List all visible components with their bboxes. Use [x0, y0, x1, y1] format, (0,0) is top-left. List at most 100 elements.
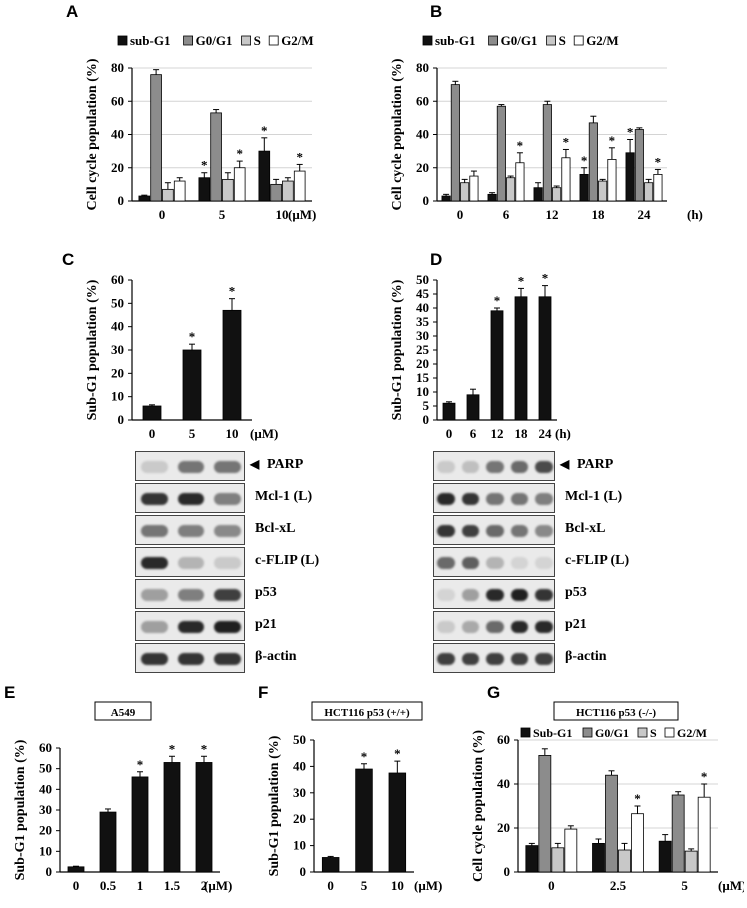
x-tick-label: 18	[515, 426, 529, 441]
bar-sub-g1	[222, 309, 242, 421]
blot-band	[437, 461, 455, 473]
bar-sub-g1	[99, 811, 117, 873]
blot-label: Bcl-xL	[255, 521, 296, 536]
y-tick-label: 50	[111, 295, 124, 310]
arrow-icon: ◀	[560, 457, 570, 471]
blot-band	[486, 461, 504, 473]
blot-label: PARP	[577, 457, 614, 472]
y-tick-label: 50	[293, 732, 306, 747]
blot-label: p21	[255, 617, 277, 632]
blot-band	[177, 589, 205, 601]
y-tick-label: 40	[111, 319, 124, 334]
blot-band	[437, 493, 455, 505]
blot-band	[177, 653, 205, 665]
y-tick-label: 0	[300, 864, 307, 879]
blot-label: c-FLIP (L)	[565, 553, 630, 568]
y-axis-label: Sub-G1 population (%)	[390, 279, 405, 420]
blot-band	[437, 525, 455, 537]
significance-star: *	[189, 329, 196, 344]
y-tick-label: 40	[111, 127, 124, 142]
y-tick-label: 10	[39, 843, 52, 858]
title-box	[553, 701, 679, 721]
blot-band	[141, 525, 168, 537]
significance-star: *	[627, 124, 634, 139]
x-tick-label: 5	[361, 878, 368, 893]
x-unit-label: (μM)	[414, 878, 442, 893]
legend-swatch	[520, 727, 531, 738]
blot-band	[214, 653, 241, 665]
bar-sub-g1	[67, 866, 85, 873]
blot-band	[510, 621, 529, 633]
x-tick-label: 24	[539, 426, 553, 441]
legend-label: G2/M	[281, 33, 314, 48]
blot-band	[177, 461, 205, 473]
x-tick-label: 0	[149, 426, 156, 441]
bar-g0-g1	[496, 105, 506, 202]
blot-band	[510, 525, 529, 537]
bar-sub-g1	[198, 177, 211, 202]
x-tick-label: 0	[73, 878, 80, 893]
panel-letter-d: D	[430, 250, 443, 269]
blot-band	[461, 589, 480, 601]
legend-swatch	[241, 35, 252, 46]
y-tick-label: 10	[293, 838, 306, 853]
legend-label: sub-G1	[435, 33, 475, 48]
blot-band	[486, 653, 504, 665]
y-tick-label: 40	[497, 776, 510, 791]
bar-s	[551, 847, 565, 873]
y-tick-label: 60	[111, 93, 124, 108]
y-tick-label: 30	[293, 785, 306, 800]
bar-g2-m	[233, 167, 246, 202]
bar-g0-g1	[450, 84, 460, 202]
blot-label: p53	[255, 585, 277, 600]
y-tick-label: 0	[118, 412, 125, 427]
bar-sub-g1	[487, 193, 497, 202]
blot-strip	[433, 515, 555, 545]
y-tick-label: 0	[46, 864, 53, 879]
bar-s	[282, 180, 294, 202]
blot-band	[214, 493, 241, 505]
bar-s	[506, 177, 516, 202]
bar-s	[684, 850, 698, 873]
legend-swatch	[582, 727, 593, 738]
blot-band	[510, 557, 529, 569]
bar-sub-g1	[625, 152, 635, 202]
x-tick-label: 2.5	[610, 878, 627, 893]
y-tick-label: 60	[39, 740, 52, 755]
blot-band	[461, 621, 480, 633]
significance-star: *	[236, 146, 243, 161]
blot-band	[486, 493, 504, 505]
chart-e: 0 10 20 30 40 50 60 Sub-G1 population (%) 0 0.5 1 *…	[13, 701, 232, 893]
significance-star: *	[517, 138, 524, 153]
blot-strip	[433, 451, 555, 481]
blot-band	[510, 461, 529, 473]
bar-sub-g1	[579, 173, 589, 202]
bar-sub-g1	[466, 394, 480, 421]
y-tick-label: 40	[39, 781, 52, 796]
panel-letter-b: B	[430, 2, 443, 21]
significance-star: *	[261, 123, 268, 138]
x-tick-label: 6	[503, 207, 510, 222]
y-tick-label: 20	[111, 160, 124, 175]
bar-g2-m	[515, 162, 525, 202]
blot-label: Mcl-1 (L)	[255, 489, 313, 504]
y-tick-label: 40	[293, 758, 306, 773]
x-tick-label: 5	[219, 207, 226, 222]
blot-label: β-actin	[255, 649, 297, 664]
y-tick-label: 60	[416, 93, 429, 108]
x-unit-label: (μM)	[204, 878, 232, 893]
y-tick-label: 20	[111, 365, 124, 380]
y-tick-label: 40	[416, 300, 429, 315]
blot-strip	[135, 451, 245, 481]
y-axis-label: Cell cycle population (%)	[390, 58, 405, 210]
chart-title: HCT116 p53 (-/-)	[576, 707, 656, 719]
x-unit-label: (μM)	[250, 426, 278, 441]
chart-title: A549	[111, 707, 136, 719]
blot-band	[141, 557, 168, 569]
blot-band	[486, 621, 504, 633]
chart-b: 0 20 40 60 80 Cell cycle population (%) 0 6 * 12 *…	[390, 33, 703, 222]
blot-band	[141, 589, 168, 601]
x-tick-label: 24	[638, 207, 652, 222]
blot-strip	[433, 643, 555, 673]
x-unit-label: (h)	[555, 426, 571, 441]
